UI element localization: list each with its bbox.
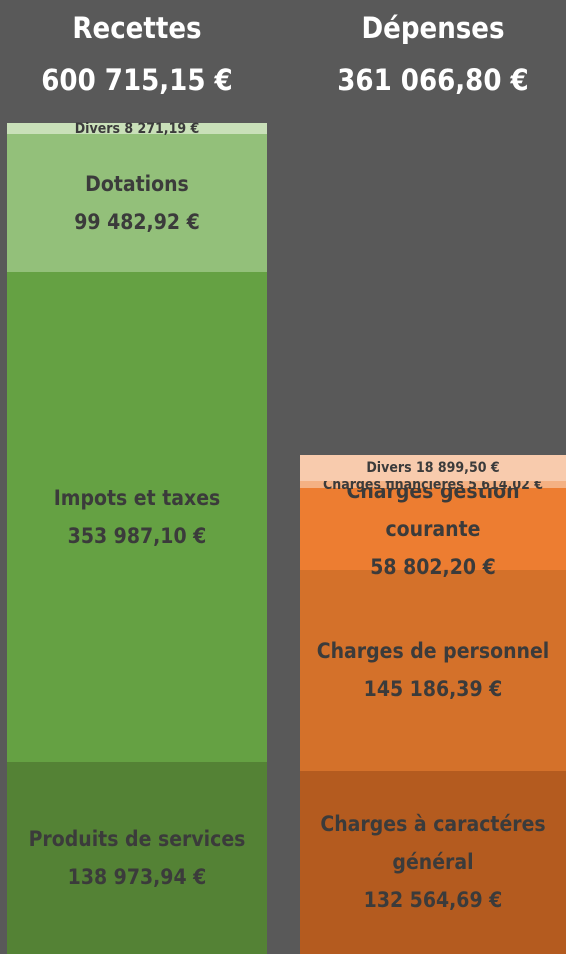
column-header: Recettes 600 715,15 € <box>0 2 287 106</box>
bar-segment: Charges à caractéres général 132 564,69 € <box>300 770 566 954</box>
bar-segment: Charges financières 5 614,02 € <box>300 478 566 492</box>
column-title: Dépenses <box>361 11 505 45</box>
segment-name: Charges de personnel <box>316 639 550 664</box>
segment-name: Charges financières <box>322 476 464 493</box>
segment-value: 99 482,92 € <box>74 210 200 235</box>
segment-label: Divers 8 271,19 € <box>71 122 204 136</box>
segment-value: 8 271,19 € <box>124 120 200 137</box>
column-title: Recettes <box>72 11 202 45</box>
segment-label: Charges à caractéres général 132 564,69 € <box>300 805 566 919</box>
bar-segment: Charges de personnel 145 186,39 € <box>300 569 566 771</box>
segment-value: 145 186,39 € <box>363 677 503 702</box>
segment-name: Divers <box>366 459 412 476</box>
segment-label: Produits de services 138 973,94 € <box>25 820 250 896</box>
segment-name: Dotations <box>85 172 189 197</box>
segment-label: Charges financières 5 614,02 € <box>319 478 547 492</box>
segment-name: Divers <box>74 120 120 137</box>
column-header: Dépenses 361 066,80 € <box>280 2 566 106</box>
column-total: 361 066,80 € <box>337 63 529 97</box>
segment-label: Impots et taxes 353 987,10 € <box>50 479 225 555</box>
segment-label: Divers 18 899,50 € <box>362 461 503 475</box>
segment-name: Charges à caractéres général <box>320 812 546 875</box>
bar-segment: Produits de services 138 973,94 € <box>7 761 267 954</box>
bar-segment: Divers 18 899,50 € <box>300 454 566 481</box>
segment-label: Charges de personnel 145 186,39 € <box>313 632 554 708</box>
segment-value: 138 973,94 € <box>67 864 207 889</box>
segment-value: 18 899,50 € <box>415 459 500 476</box>
segment-value: 132 564,69 € <box>363 888 503 913</box>
bar-segment: Divers 8 271,19 € <box>7 122 267 136</box>
segment-value: 5 614,02 € <box>468 476 543 493</box>
bar-segment: Dotations 99 482,92 € <box>7 134 267 273</box>
segment-name: Impots et taxes <box>53 485 221 510</box>
segment-label: Dotations 99 482,92 € <box>70 165 204 241</box>
bar-segment: Impots et taxes 353 987,10 € <box>7 272 267 762</box>
bar-segment: Charges gestion courante 58 802,20 € <box>300 479 566 579</box>
segment-name: Produits de services <box>28 826 246 851</box>
segment-value: 58 802,20 € <box>370 555 496 580</box>
column-total: 600 715,15 € <box>41 63 233 97</box>
segment-value: 353 987,10 € <box>67 523 207 548</box>
